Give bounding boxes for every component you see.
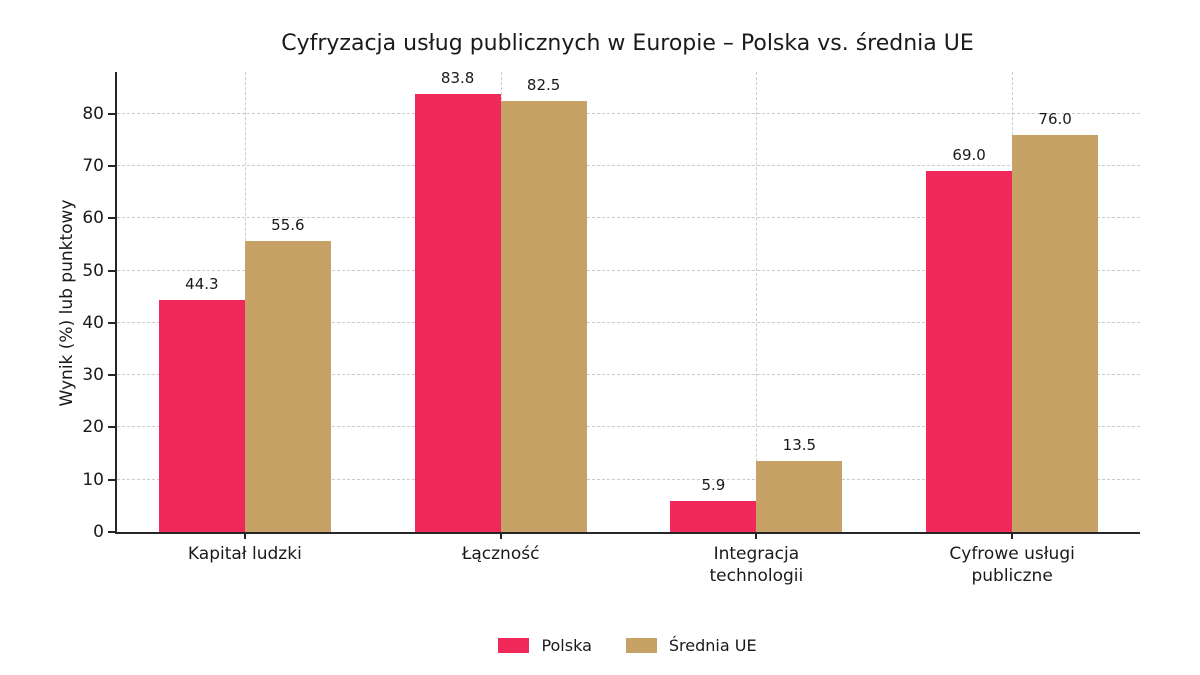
y-tick-label: 10 [82,469,104,490]
h-gridline [117,217,1140,219]
x-tick-mark [499,534,502,539]
legend-swatch-srednia-ue [625,638,657,653]
bar-polska-integracja-technologii [670,501,757,532]
x-category-label: Kapitał ludzki [187,544,302,564]
bar-value-label: 13.5 [782,436,817,455]
y-tick-label: 20 [82,417,104,438]
bar-value-label: 82.5 [526,75,561,94]
bar-polska-kapital-ludzki [158,300,245,532]
h-gridline [117,478,1140,480]
y-tick-mark [108,374,115,377]
x-category-label: Łączność [461,544,540,564]
h-gridline [117,269,1140,271]
bar-value-label: 69.0 [952,146,986,165]
y-tick-label: 80 [82,103,104,124]
legend-label: Średnia UE [668,636,757,655]
x-tick-mark [1011,534,1014,539]
legend-label: Polska [541,636,592,655]
y-tick-label: 30 [82,365,104,386]
y-tick-mark [108,217,115,220]
h-gridline [117,426,1140,428]
plot-area: 0 10 20 30 40 50 60 70 80 Kapitał ludzki Łączność I… [82,68,1140,586]
y-tick-mark [108,321,115,324]
legend-swatch-polska [498,638,530,653]
y-tick-label: 60 [82,208,104,229]
bar-value-label: 83.8 [440,68,475,87]
y-tick-mark [108,478,115,481]
v-gridline [756,72,758,532]
y-tick-label: 50 [82,260,104,281]
bar-srednia-ue-lacznosc [500,100,587,532]
x-tick-mark [243,534,246,539]
x-category-label: Cyfrowe usługi publiczne [949,544,1075,586]
y-tick-label: 40 [82,312,104,333]
legend-item-srednia-ue: Średnia UE [625,636,757,655]
y-tick-mark [108,531,115,533]
y-tick-mark [108,426,115,429]
bar-value-label: 5.9 [701,476,726,495]
x-tick-mark [755,534,758,539]
bar-polska-cyfrowe-uslugi-publiczne [926,171,1013,532]
bar-srednia-ue-kapital-ludzki [244,241,331,532]
y-tick-mark [108,112,115,115]
h-gridline [117,374,1140,376]
chart-title: Cyfryzacja usług publicznych w Europie –… [281,31,974,56]
y-axis-label: Wynik (%) lub punktowy [57,199,77,407]
y-tick-mark [108,269,115,272]
y-tick-label: 70 [82,156,104,177]
bar-value-label: 55.6 [271,216,305,235]
h-gridline [117,112,1140,114]
bar-polska-lacznosc [414,93,501,532]
bar-srednia-ue-cyfrowe-uslugi-publiczne [1012,134,1099,532]
bar-srednia-ue-integracja-technologii [756,461,843,532]
x-category-label: Integracja technologii [709,544,804,586]
legend-item-polska: Polska [498,636,592,655]
legend: Polska Średnia UE [115,636,1140,655]
bar-value-label: 76.0 [1038,109,1072,128]
y-tick-label: 0 [93,522,104,542]
h-gridline [117,165,1140,167]
y-tick-mark [108,165,115,168]
bar-value-label: 44.3 [185,275,219,294]
h-gridline [117,321,1140,323]
